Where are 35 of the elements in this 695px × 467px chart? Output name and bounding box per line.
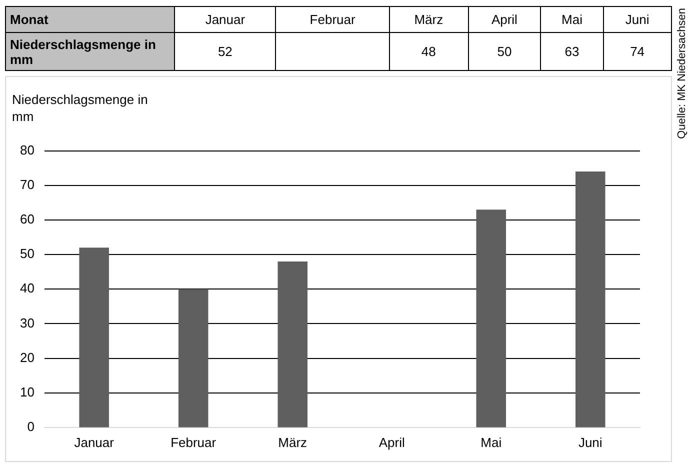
category-label: April — [468, 6, 541, 32]
text: Monat — [6, 6, 174, 32]
data-label: 52 — [174, 32, 276, 70]
y-tick-label: 80 — [20, 142, 34, 158]
bar — [178, 289, 208, 428]
y-tick-label: 30 — [20, 315, 34, 330]
x-tick-label: April — [378, 434, 405, 450]
y-tick-label: 20 — [20, 350, 34, 365]
category-label: Mai — [540, 6, 604, 32]
y-tick-label: 60 — [20, 212, 34, 227]
y-tick-label: 50 — [20, 246, 34, 262]
bar — [575, 172, 606, 428]
data-label: 50 — [468, 32, 541, 70]
y-tick-label: 70 — [20, 176, 34, 192]
category-label: Februar — [276, 6, 390, 32]
source-note: Quelle: MK Niedersachsen — [676, 8, 688, 139]
category-label: Januar — [174, 6, 276, 32]
category-label: Juni — [603, 6, 672, 32]
x-tick-label: Juni — [578, 434, 602, 450]
data-label: 74 — [603, 32, 672, 70]
data-label: 48 — [389, 32, 468, 70]
text: Niederschlagsmenge in mm — [6, 32, 174, 70]
y-axis-title: Niederschlagsmenge in mm — [12, 91, 149, 125]
x-tick-label: Februar — [170, 434, 217, 450]
x-tick-label: März — [278, 434, 308, 450]
bar — [79, 248, 109, 428]
x-tick-label: Mai — [480, 434, 502, 450]
y-tick-label: 10 — [20, 384, 34, 400]
category-label: März — [389, 6, 468, 32]
bar — [278, 261, 308, 428]
bar — [476, 210, 506, 428]
x-tick-label: Januar — [74, 434, 115, 450]
y-tick-label: 0 — [27, 418, 34, 434]
data-label: 63 — [540, 32, 604, 70]
y-tick-label: 40 — [20, 280, 34, 296]
